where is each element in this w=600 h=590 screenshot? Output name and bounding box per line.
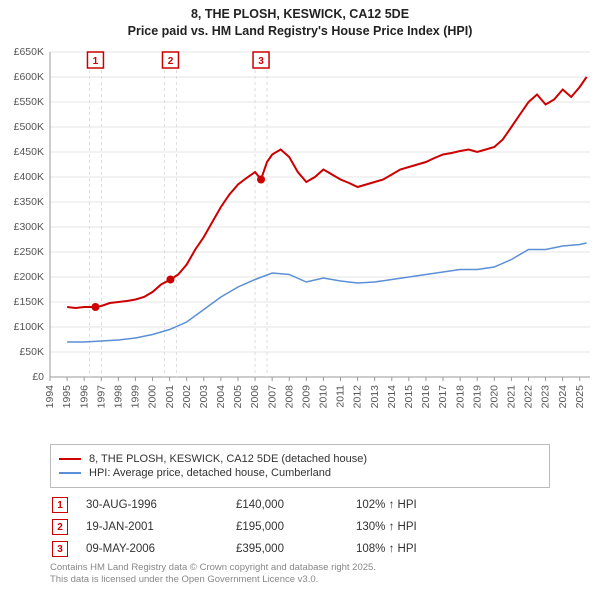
svg-text:£250K: £250K xyxy=(14,246,44,258)
svg-text:2025: 2025 xyxy=(574,385,586,409)
callout-badge-1: 1 xyxy=(52,497,68,513)
callout-price-1: £140,000 xyxy=(236,499,356,511)
svg-text:2017: 2017 xyxy=(437,385,449,409)
svg-text:2018: 2018 xyxy=(454,385,466,409)
svg-text:2003: 2003 xyxy=(198,385,210,409)
legend-swatch-2 xyxy=(59,472,81,474)
callout-badge-2: 2 xyxy=(52,519,68,535)
svg-text:£150K: £150K xyxy=(14,296,44,308)
svg-text:1: 1 xyxy=(93,56,99,67)
svg-text:1995: 1995 xyxy=(61,385,73,409)
svg-text:2000: 2000 xyxy=(147,385,159,409)
svg-text:1994: 1994 xyxy=(44,385,56,409)
svg-text:2007: 2007 xyxy=(266,385,278,409)
svg-text:2006: 2006 xyxy=(249,385,261,409)
callout-date-2: 19-JAN-2001 xyxy=(86,521,236,533)
svg-text:2022: 2022 xyxy=(523,385,535,409)
callout-price-3: £395,000 xyxy=(236,543,356,555)
svg-text:£350K: £350K xyxy=(14,196,44,208)
callout-table: 1 30-AUG-1996 £140,000 102% ↑ HPI 2 19-J… xyxy=(50,494,550,560)
callout-date-1: 30-AUG-1996 xyxy=(86,499,236,511)
callout-hpi-1: 102% ↑ HPI xyxy=(356,499,476,511)
svg-text:2023: 2023 xyxy=(540,385,552,409)
svg-text:1996: 1996 xyxy=(78,385,90,409)
callout-hpi-3: 108% ↑ HPI xyxy=(356,543,476,555)
callout-price-2: £195,000 xyxy=(236,521,356,533)
legend-label-1: 8, THE PLOSH, KESWICK, CA12 5DE (detache… xyxy=(89,453,367,465)
svg-text:2001: 2001 xyxy=(164,385,176,409)
title-line-2: Price paid vs. HM Land Registry's House … xyxy=(0,23,600,40)
svg-text:2011: 2011 xyxy=(335,385,347,408)
svg-text:2013: 2013 xyxy=(369,385,381,409)
title-area: 8, THE PLOSH, KESWICK, CA12 5DE Price pa… xyxy=(0,0,600,40)
svg-text:2010: 2010 xyxy=(318,385,330,409)
callout-date-3: 09-MAY-2006 xyxy=(86,543,236,555)
svg-text:3: 3 xyxy=(258,56,264,67)
svg-text:£500K: £500K xyxy=(14,121,44,133)
legend: 8, THE PLOSH, KESWICK, CA12 5DE (detache… xyxy=(50,444,550,488)
svg-text:2004: 2004 xyxy=(215,385,227,409)
svg-text:1998: 1998 xyxy=(113,385,125,409)
callout-hpi-2: 130% ↑ HPI xyxy=(356,521,476,533)
footer: Contains HM Land Registry data © Crown c… xyxy=(50,562,570,586)
footer-line-1: Contains HM Land Registry data © Crown c… xyxy=(50,562,570,574)
svg-text:2008: 2008 xyxy=(283,385,295,409)
svg-text:1997: 1997 xyxy=(95,385,107,409)
svg-text:2021: 2021 xyxy=(506,385,518,409)
svg-text:1999: 1999 xyxy=(130,385,142,409)
svg-text:£300K: £300K xyxy=(14,221,44,233)
svg-text:£450K: £450K xyxy=(14,146,44,158)
svg-text:2020: 2020 xyxy=(488,385,500,409)
legend-swatch-1 xyxy=(59,458,81,460)
svg-text:£50K: £50K xyxy=(19,346,44,358)
svg-text:£650K: £650K xyxy=(14,46,44,58)
title-line-1: 8, THE PLOSH, KESWICK, CA12 5DE xyxy=(0,6,600,23)
footer-line-2: This data is licensed under the Open Gov… xyxy=(50,574,570,586)
callout-badge-3: 3 xyxy=(52,541,68,557)
svg-text:£0: £0 xyxy=(32,371,44,383)
callout-row-2: 2 19-JAN-2001 £195,000 130% ↑ HPI xyxy=(50,516,550,538)
svg-text:2014: 2014 xyxy=(386,385,398,409)
svg-text:2015: 2015 xyxy=(403,385,415,409)
svg-text:£400K: £400K xyxy=(14,171,44,183)
svg-text:£600K: £600K xyxy=(14,71,44,83)
svg-text:£100K: £100K xyxy=(14,321,44,333)
svg-text:2019: 2019 xyxy=(471,385,483,409)
svg-text:£550K: £550K xyxy=(14,96,44,108)
legend-label-2: HPI: Average price, detached house, Cumb… xyxy=(89,467,331,479)
svg-text:2024: 2024 xyxy=(557,385,569,409)
callout-row-3: 3 09-MAY-2006 £395,000 108% ↑ HPI xyxy=(50,538,550,560)
legend-row-2: HPI: Average price, detached house, Cumb… xyxy=(59,467,541,479)
svg-text:2016: 2016 xyxy=(420,385,432,409)
chart-container: 8, THE PLOSH, KESWICK, CA12 5DE Price pa… xyxy=(0,0,600,590)
svg-text:£200K: £200K xyxy=(14,271,44,283)
legend-row-1: 8, THE PLOSH, KESWICK, CA12 5DE (detache… xyxy=(59,453,541,465)
svg-text:2002: 2002 xyxy=(181,385,193,409)
chart-area: £0 £50K £100K £150K £200K £250K £300K £350K £400… xyxy=(0,42,600,442)
svg-text:2012: 2012 xyxy=(352,385,364,409)
svg-text:2009: 2009 xyxy=(300,385,312,409)
svg-text:2: 2 xyxy=(168,56,174,67)
svg-text:2005: 2005 xyxy=(232,385,244,409)
callout-row-1: 1 30-AUG-1996 £140,000 102% ↑ HPI xyxy=(50,494,550,516)
chart-svg: £0 £50K £100K £150K £200K £250K £300K £350K £400… xyxy=(0,42,600,442)
